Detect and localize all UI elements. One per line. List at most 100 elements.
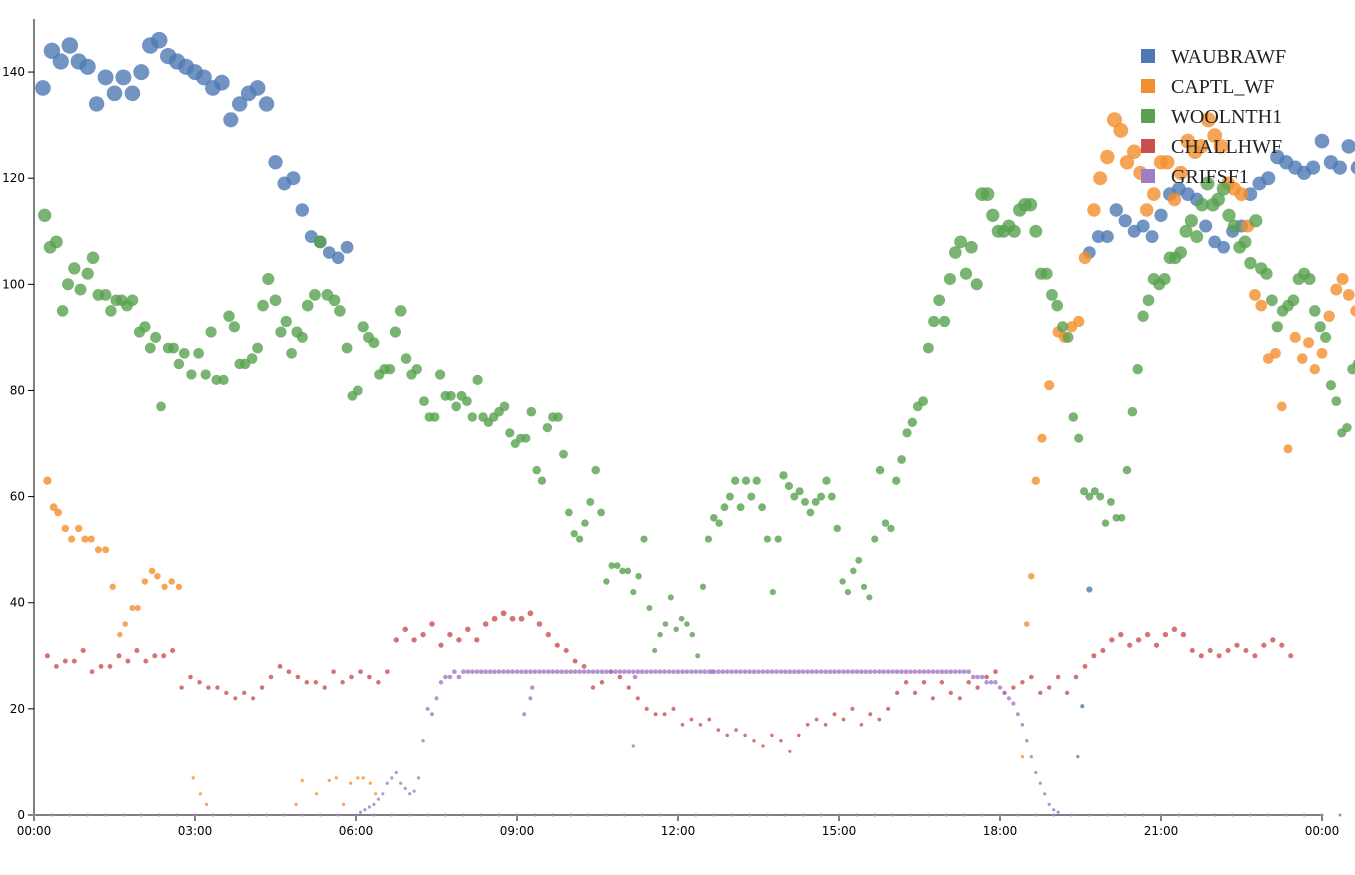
data-point	[1159, 813, 1163, 817]
data-point	[327, 778, 331, 783]
data-point	[577, 669, 582, 675]
data-point	[1213, 139, 1229, 154]
data-point	[1145, 230, 1159, 244]
data-point	[975, 674, 980, 680]
data-point	[541, 669, 547, 675]
legend-label: CAPTL_WF	[1171, 76, 1274, 98]
data-point	[885, 669, 891, 675]
data-point	[836, 669, 842, 675]
data-point	[205, 802, 209, 807]
data-point	[509, 615, 516, 622]
y-tick-label: 120	[2, 171, 25, 185]
data-point	[788, 749, 792, 753]
data-point	[218, 374, 229, 385]
data-point	[1179, 224, 1193, 238]
data-point	[259, 685, 265, 690]
data-point	[662, 621, 669, 627]
data-point	[1234, 187, 1249, 201]
data-point	[1222, 208, 1236, 222]
data-point	[1047, 685, 1052, 690]
data-point	[1330, 283, 1343, 296]
data-point	[715, 519, 723, 527]
data-point	[438, 680, 444, 685]
data-point	[499, 401, 510, 412]
data-point	[492, 669, 497, 675]
data-point	[957, 669, 963, 675]
data-point	[693, 669, 699, 675]
data-point	[827, 492, 836, 501]
data-point	[1117, 514, 1126, 522]
data-point	[400, 353, 412, 364]
data-point	[1038, 690, 1043, 696]
data-point	[881, 519, 890, 527]
data-point	[553, 412, 563, 422]
data-point	[877, 717, 882, 722]
data-point	[1096, 492, 1105, 501]
data-point	[1238, 235, 1252, 249]
data-point	[469, 669, 475, 675]
data-point	[394, 305, 407, 317]
data-point	[1352, 359, 1355, 369]
data-point	[479, 813, 483, 817]
data-point	[859, 669, 864, 675]
data-point	[228, 321, 240, 333]
data-point	[839, 578, 846, 585]
data-point	[1105, 813, 1109, 817]
data-point	[1038, 781, 1042, 785]
data-point	[918, 396, 928, 406]
data-point	[532, 465, 541, 475]
data-point	[268, 674, 274, 680]
data-point	[988, 680, 994, 685]
data-point	[460, 669, 466, 675]
data-point	[570, 530, 578, 538]
data-point	[1158, 272, 1171, 286]
data-point	[624, 567, 632, 575]
data-point	[1113, 122, 1129, 138]
data-point	[736, 503, 745, 512]
data-point	[1076, 755, 1080, 759]
data-point	[959, 267, 973, 280]
data-point	[599, 669, 605, 675]
data-point	[247, 813, 251, 817]
x-tick-label: 18:00	[983, 824, 1018, 838]
data-point	[62, 278, 74, 291]
data-point	[980, 813, 984, 817]
data-point	[456, 637, 462, 643]
data-point	[1173, 165, 1188, 180]
data-point	[1091, 230, 1105, 244]
data-point	[961, 669, 967, 675]
data-point	[563, 669, 569, 675]
data-point	[411, 364, 422, 375]
data-point	[1052, 808, 1056, 812]
data-point	[1011, 701, 1016, 706]
data-point	[680, 669, 685, 675]
data-point	[122, 621, 128, 627]
data-point	[280, 315, 292, 328]
data-point	[313, 235, 327, 249]
data-point	[295, 674, 301, 680]
data-point	[94, 546, 102, 554]
data-point	[631, 744, 635, 748]
data-point	[1297, 353, 1308, 364]
data-point	[1266, 813, 1270, 817]
data-point	[823, 669, 828, 675]
data-point	[979, 674, 985, 680]
data-point	[1080, 704, 1085, 709]
data-point	[997, 685, 1003, 690]
data-point	[653, 712, 658, 717]
data-point	[354, 813, 358, 817]
data-point	[689, 717, 694, 722]
data-point	[462, 396, 472, 406]
data-point	[443, 813, 447, 817]
data-point	[542, 422, 553, 433]
data-point	[1123, 813, 1127, 817]
data-point	[954, 235, 967, 249]
data-point	[286, 171, 301, 186]
data-point	[1112, 514, 1121, 522]
data-point	[581, 519, 589, 527]
data-point	[1342, 289, 1355, 301]
data-point	[1068, 412, 1079, 422]
data-point	[68, 535, 76, 543]
data-point	[873, 813, 877, 817]
